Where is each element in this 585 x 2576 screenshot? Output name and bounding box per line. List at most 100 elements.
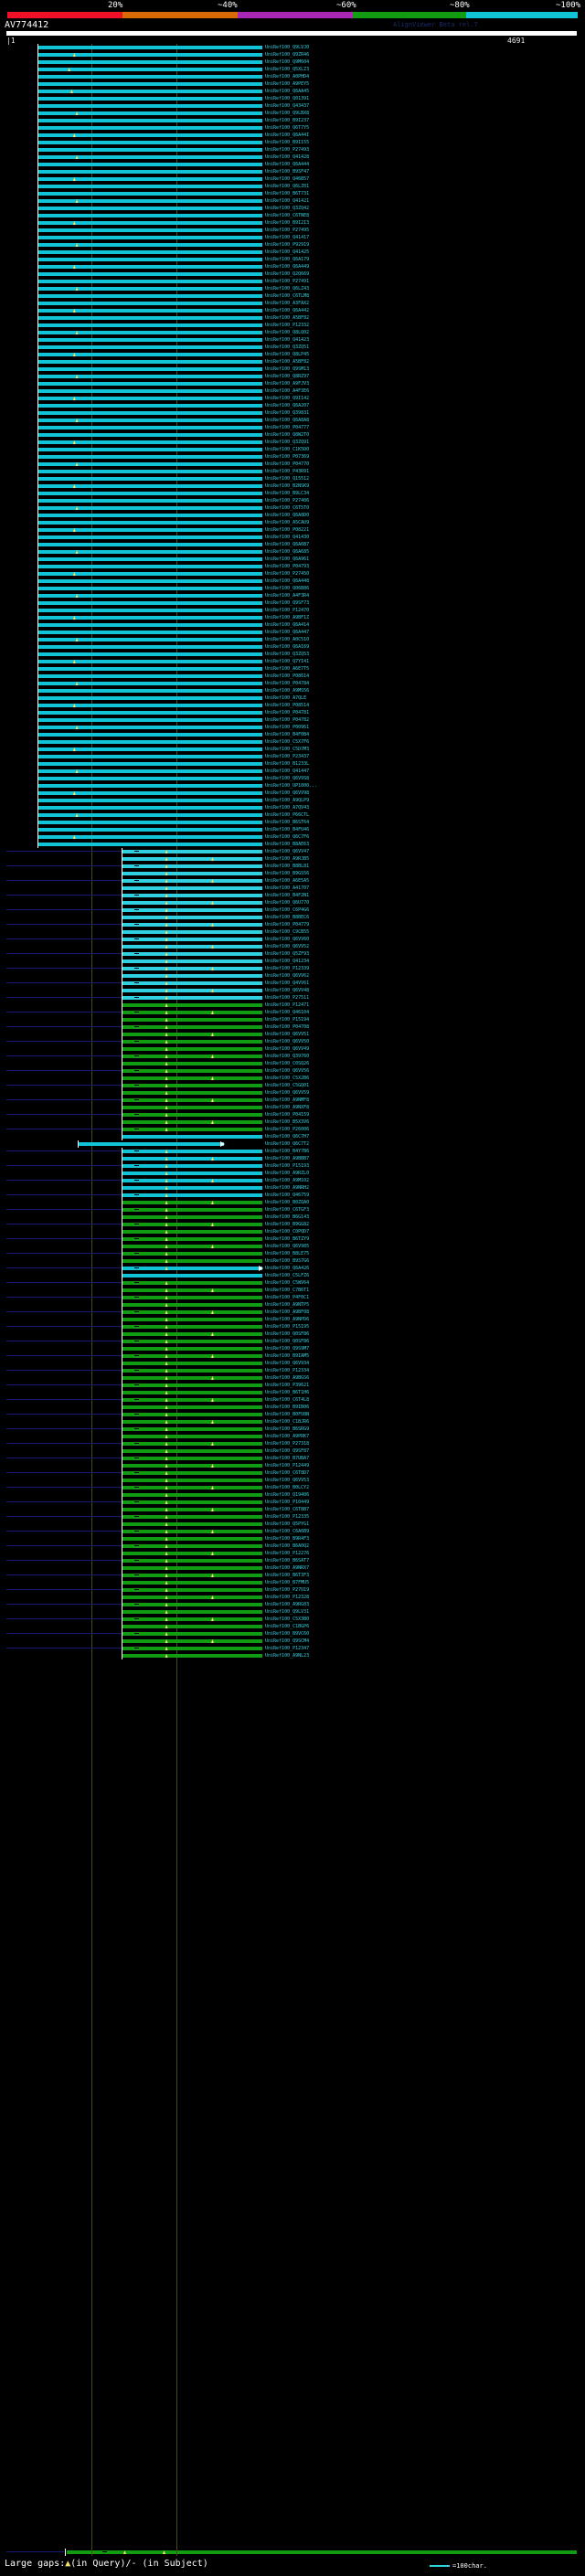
hit-row[interactable]: UniRef100_Q3ZQ91 [0,439,585,446]
hit-row[interactable]: UniRef100_P27493 [0,146,585,154]
hit-row[interactable]: UniRef100_B9LC34 [0,490,585,497]
hit-row[interactable]: UniRef100_Q41428 [0,154,585,161]
hit-row[interactable]: UniRef100_P27U19 [0,1586,585,1594]
sequence-id-label[interactable]: UniRef100_A9BGS6 [265,1375,310,1381]
hsp-bar[interactable] [122,1574,262,1577]
sequence-id-label[interactable]: UniRef100_C0SQ26 [265,1061,310,1066]
hsp-bar[interactable] [122,930,262,934]
hit-row[interactable]: UniRef100_A5BF82 [0,314,585,322]
sequence-id-label[interactable]: UniRef100_P04770 [265,461,310,467]
hit-row[interactable]: UniRef100_P08221 [0,526,585,534]
sequence-id-label[interactable]: UniRef100_B6TZY9 [265,1236,310,1242]
hsp-bar[interactable] [122,1018,262,1022]
hit-row[interactable]: UniRef100_P43R91 [0,468,585,475]
hit-row[interactable]: UniRef100_A5CAU9 [0,519,585,526]
sequence-id-label[interactable]: UniRef100_Q6A961 [265,557,310,562]
hit-row[interactable]: UniRef100_Q43437 [0,102,585,110]
hsp-bar[interactable] [37,696,262,700]
sequence-id-label[interactable]: UniRef100_Q4VV61 [265,981,310,986]
hit-row[interactable]: UniRef100_P15195 [0,1323,585,1330]
hit-row[interactable]: UniRef100_P12347 [0,1645,585,1652]
hit-row[interactable]: UniRef100_Q6VV49 [0,1045,585,1053]
sequence-id-label[interactable]: UniRef100_C6A6B9 [265,1529,310,1534]
hit-row[interactable]: UniRef100_A9BF08 [0,1309,585,1316]
sequence-id-label[interactable]: UniRef100_Q8LQ02 [265,330,310,335]
hit-row[interactable]: UniRef100_Q6A448 [0,578,585,585]
hsp-bar[interactable] [122,1033,262,1036]
hsp-bar[interactable] [37,601,262,605]
hit-row[interactable]: UniRef100_P27450 [0,570,585,578]
hit-row[interactable]: UniRef100_B2NSK9 [0,482,585,490]
hsp-bar[interactable] [37,316,262,320]
sequence-id-label[interactable]: UniRef100_Q7YI41 [265,659,310,664]
sequence-id-label[interactable]: UniRef100_Q6A442 [265,308,310,313]
hit-row[interactable]: UniRef100_B6A0Q2 [0,1542,585,1550]
hit-row[interactable]: UniRef100_A9BF1Z [0,614,585,621]
hsp-bar[interactable] [78,1142,224,1146]
hit-row[interactable]: UniRef100_Q6VV98 [0,790,585,797]
hsp-bar[interactable] [122,1259,262,1263]
sequence-id-label[interactable]: UniRef100_P07369 [265,454,310,460]
sequence-id-label[interactable]: UniRef100_P04781 [265,710,310,716]
hit-row[interactable]: UniRef100_P12339 [0,965,585,972]
hsp-bar[interactable] [37,462,262,466]
hsp-bar[interactable] [37,433,262,437]
hsp-bar[interactable] [37,331,262,334]
hit-row[interactable]: UniRef100_C5X7F6 [0,738,585,746]
hsp-bar[interactable] [122,1610,262,1614]
hsp-bar[interactable] [37,769,262,773]
hsp-bar[interactable] [122,1617,262,1621]
sequence-id-label[interactable]: UniRef100_A9FJV3 [265,381,310,387]
sequence-id-label[interactable]: UniRef100_Q6VV49 [265,1046,310,1052]
sequence-id-label[interactable]: UniRef100_Q6VV62 [265,973,310,979]
hsp-bar[interactable] [37,302,262,305]
hit-row[interactable]: UniRef100_Q6A449 [0,263,585,270]
sequence-id-label[interactable]: UniRef100_P15193 [265,1163,310,1169]
hsp-bar[interactable] [37,557,262,561]
hsp-bar[interactable] [37,609,262,612]
hit-row[interactable]: UniRef100_P4F0C1 [0,1294,585,1301]
hit-row[interactable]: UniRef100_A9NMF8 [0,1097,585,1104]
sequence-id-label[interactable]: UniRef100_B6A0Q2 [265,1543,310,1549]
hit-row[interactable]: UniRef100_Q6VV60 [0,936,585,943]
hsp-bar[interactable] [37,674,262,678]
sequence-id-label[interactable]: UniRef100_B9VC60 [265,1631,310,1637]
hit-row[interactable]: UniRef100_A9MS56 [0,687,585,694]
sequence-id-label[interactable]: UniRef100_P27U19 [265,1587,310,1593]
hsp-bar[interactable] [122,1588,262,1592]
hit-row[interactable]: UniRef100_C6T8D7 [0,1469,585,1477]
sequence-id-label[interactable]: UniRef100_A9PEY5 [265,81,310,87]
hit-row[interactable]: UniRef100_P04770 [0,461,585,468]
sequence-id-label[interactable]: UniRef100_B9SF47 [265,169,310,175]
hit-row[interactable]: UniRef100_Q6AA45 [0,88,585,95]
sequence-id-label[interactable]: UniRef100_P12449 [265,1463,310,1468]
sequence-id-label[interactable]: UniRef100_B4Y7B6 [265,1149,310,1154]
hsp-bar[interactable] [122,1091,262,1095]
hit-row[interactable]: UniRef100_Q41234 [0,958,585,965]
hit-row[interactable]: UniRef100_B9GS56 [0,870,585,877]
hsp-bar[interactable] [122,1128,262,1131]
sequence-id-label[interactable]: UniRef100_Q19406 [265,1492,310,1498]
sequence-id-label[interactable]: UniRef100_A9BF08 [265,1309,310,1315]
hsp-bar[interactable] [122,1442,262,1446]
sequence-id-label[interactable]: UniRef100_Q6C7H7 [265,1134,310,1140]
sequence-id-label[interactable]: UniRef100_B9IAM5 [265,1353,310,1359]
hsp-bar[interactable] [37,806,262,810]
sequence-id-label[interactable]: UniRef100_P12334 [265,1368,310,1373]
hit-row[interactable]: UniRef100_Q9S9M7 [0,1345,585,1352]
sequence-id-label[interactable]: UniRef100_Q9SCM4 [265,1638,310,1644]
hsp-bar[interactable] [37,828,262,832]
hsp-bar[interactable] [122,1069,262,1073]
sequence-id-label[interactable]: UniRef100_Q39831 [265,410,310,416]
hit-row[interactable]: UniRef100_A9PEY5 [0,80,585,88]
hsp-bar[interactable] [37,499,262,503]
hit-row[interactable]: UniRef100_A9FJV3 [0,380,585,387]
hsp-bar[interactable] [122,952,262,956]
sequence-id-label[interactable]: UniRef100_P27491 [265,279,310,284]
sequence-id-label[interactable]: UniRef100_P12471 [265,1002,310,1008]
hsp-bar[interactable] [122,1281,262,1285]
sequence-id-label[interactable]: UniRef100_Q0SF86 [265,1339,310,1344]
sequence-id-label[interactable]: UniRef100_Q41423 [265,337,310,343]
hsp-bar[interactable] [37,68,262,71]
hsp-bar[interactable] [37,565,262,568]
